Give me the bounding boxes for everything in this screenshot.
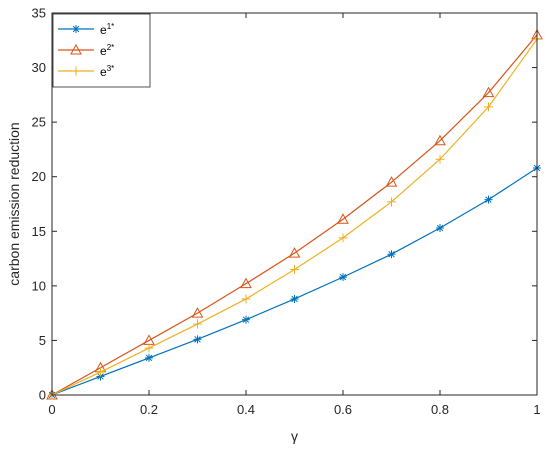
legend-label-base: e [100, 65, 107, 79]
legend-label: e1* [100, 22, 114, 37]
series-1-point [484, 195, 493, 204]
x-axis-label: γ [291, 428, 298, 444]
series-3-point [338, 233, 348, 243]
legend-label-base: e [100, 44, 107, 58]
y-tick-label: 5 [39, 333, 46, 348]
x-tick-label: 0 [48, 402, 55, 417]
series-1-point [290, 294, 299, 303]
y-tick-label: 30 [32, 60, 46, 75]
series-2-point [385, 176, 398, 187]
series-2-point [482, 86, 495, 98]
series-3-point [290, 264, 299, 274]
series-2-point [240, 277, 252, 289]
x-tick-label: 1 [533, 402, 540, 417]
series-3-point [435, 154, 445, 164]
series-1-point [339, 273, 347, 282]
plot-frame [51, 12, 538, 396]
series-1-point [145, 353, 153, 362]
series-3-point [387, 197, 396, 207]
y-tick-label: 20 [32, 169, 46, 184]
series-2-point [191, 307, 204, 318]
x-tick-label: 0.2 [140, 402, 158, 417]
series-1-point [387, 250, 396, 259]
legend-label-superscript: 2* [107, 43, 115, 52]
series-1-point [242, 315, 250, 324]
legend-swatch-marker [71, 66, 81, 76]
series-3-point [144, 343, 154, 353]
legend-label-superscript: 1* [107, 22, 115, 31]
series-3-point [96, 367, 105, 377]
legend-swatch-marker [72, 25, 80, 33]
x-tick-label: 0.8 [431, 402, 449, 417]
series-2-line [51, 34, 538, 396]
series-3 [47, 34, 542, 400]
legend-entry-1: e1* [58, 22, 114, 37]
legend-label-superscript: 3* [107, 64, 115, 73]
y-axis-label: carbon emission reduction [6, 122, 22, 285]
y-tick-label: 25 [32, 115, 46, 130]
legend-label: e3* [100, 64, 114, 79]
series-1-point [193, 335, 202, 344]
x-tick-label: 0.4 [237, 402, 255, 417]
legend-swatch-marker [70, 43, 82, 55]
series-2-point [288, 247, 301, 258]
x-tick-label: 0.6 [334, 402, 352, 417]
y-tick-label: 0 [39, 388, 46, 403]
series-3-point [193, 319, 202, 329]
series-2-point [434, 134, 446, 146]
series-3-point [241, 294, 251, 304]
y-tick-label: 15 [32, 224, 46, 239]
legend: e1*e2*e3* [52, 13, 151, 88]
series-1-point [436, 224, 444, 233]
y-tick-label: 35 [32, 6, 46, 21]
series-3-point [484, 102, 493, 112]
legend-entry-2: e2* [58, 43, 114, 58]
series-layer [46, 28, 543, 400]
legend-entry-3: e3* [58, 64, 114, 79]
series-2-point [337, 213, 349, 224]
y-tick-label: 10 [32, 278, 46, 293]
legend-label-base: e [100, 23, 107, 37]
legend-label: e2* [100, 43, 114, 58]
